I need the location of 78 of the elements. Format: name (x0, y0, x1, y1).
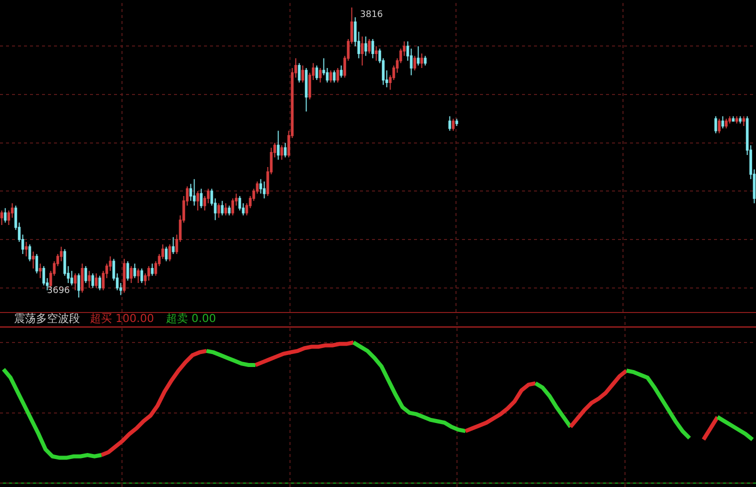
candlestick (147, 266, 150, 282)
candlestick (238, 196, 242, 212)
candlestick (284, 142, 287, 158)
candlestick (738, 116, 742, 124)
candlestick (420, 52, 424, 68)
candlestick (276, 130, 280, 160)
candlestick (80, 263, 84, 294)
candlestick (371, 38, 374, 59)
candlestick (4, 208, 7, 224)
candlestick (301, 65, 304, 83)
candlestick (724, 118, 728, 129)
candlestick (340, 65, 343, 78)
candlestick (360, 36, 364, 66)
annotation: 3696 (47, 286, 70, 296)
candlestick (196, 190, 200, 212)
candlestick (94, 272, 98, 288)
candlestick (38, 263, 42, 279)
candlestick (126, 260, 130, 282)
candlestick (28, 244, 32, 262)
candlestick (413, 55, 416, 71)
candlestick (217, 202, 220, 218)
candlestick (0, 210, 4, 226)
candlestick (714, 116, 718, 134)
candlestick (70, 270, 74, 286)
candlestick (262, 181, 266, 199)
candlestick (91, 272, 94, 288)
candlestick (735, 116, 738, 124)
candlestick (416, 46, 420, 66)
ref-line-label: 超买 100.00 (90, 312, 154, 325)
candlestick (364, 36, 368, 56)
candlestick (150, 263, 154, 276)
candlestick (168, 244, 172, 262)
candlestick (140, 268, 144, 284)
candlestick (228, 205, 231, 216)
candlestick (192, 178, 196, 206)
candlestick (189, 183, 192, 202)
candlestick (732, 116, 735, 122)
candlestick (742, 116, 746, 126)
candlestick (329, 70, 332, 83)
candlestick (259, 178, 262, 194)
candlestick (220, 200, 224, 216)
candlestick (122, 258, 126, 294)
candlestick (304, 67, 308, 112)
candlestick (318, 67, 322, 83)
candlestick (60, 246, 63, 262)
candlestick (133, 263, 136, 279)
candlestick (88, 270, 91, 288)
candlestick (32, 251, 35, 270)
candlestick (452, 118, 455, 132)
candlestick (200, 188, 203, 209)
candlestick (98, 275, 102, 291)
candlestick (374, 46, 378, 62)
candlestick (448, 116, 452, 132)
candlestick (74, 272, 77, 291)
candlestick (172, 236, 175, 255)
candlestick (728, 116, 732, 124)
candlestick (164, 246, 168, 262)
candlestick (35, 254, 38, 274)
candlestick (455, 118, 458, 126)
candlestick (298, 62, 301, 83)
candlestick (424, 55, 427, 66)
candlestick (280, 144, 284, 160)
candlestick (77, 272, 80, 298)
candlestick (136, 268, 140, 284)
candlestick (721, 116, 724, 129)
candlestick (84, 266, 88, 284)
candlestick (24, 241, 28, 257)
annotation: 3816 (360, 10, 384, 20)
candlestick (315, 65, 318, 81)
candlestick (332, 70, 336, 83)
candlestick (718, 118, 721, 134)
candlestick (368, 38, 371, 54)
candlestick (130, 266, 133, 284)
candlestick (231, 198, 234, 216)
chart-title: 震荡多空波段 (14, 312, 80, 325)
candlestick (336, 67, 340, 83)
candlestick (224, 202, 228, 216)
ref-line-label: 超卖 0.00 (166, 312, 216, 325)
